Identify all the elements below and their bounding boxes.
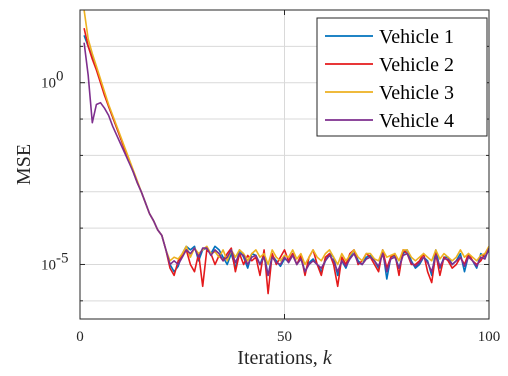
x-axis-label-variable: k [323, 347, 333, 369]
y-tick-label-exponent: 0 [56, 69, 64, 85]
x-tick-label: 50 [277, 329, 292, 345]
series-group [83, 10, 489, 295]
y-tick-label-base: 10 [41, 257, 56, 273]
series-line-vehicle-4 [83, 42, 489, 277]
legend-label: Vehicle 1 [379, 26, 454, 48]
y-tick-label-base: 10 [41, 76, 56, 92]
y-axis-label: MSE [13, 144, 35, 185]
y-tick-label-exponent: -5 [56, 250, 69, 266]
legend-label: Vehicle 4 [379, 110, 454, 132]
legend-label: Vehicle 3 [379, 82, 454, 104]
y-tick-label: 10 [41, 76, 56, 92]
x-axis-label-text: Iterations, [237, 347, 323, 369]
x-tick-label: 0 [76, 329, 84, 345]
x-axis-label: Iterations, k [237, 347, 333, 369]
legend-box [316, 17, 488, 137]
legend-label: Vehicle 2 [379, 54, 454, 76]
x-tick-label: 100 [478, 329, 501, 345]
y-tick-label: 10 [41, 257, 56, 273]
legend: Vehicle 1 Vehicle 2 Vehicle 3 Vehicle 4 [316, 17, 488, 137]
